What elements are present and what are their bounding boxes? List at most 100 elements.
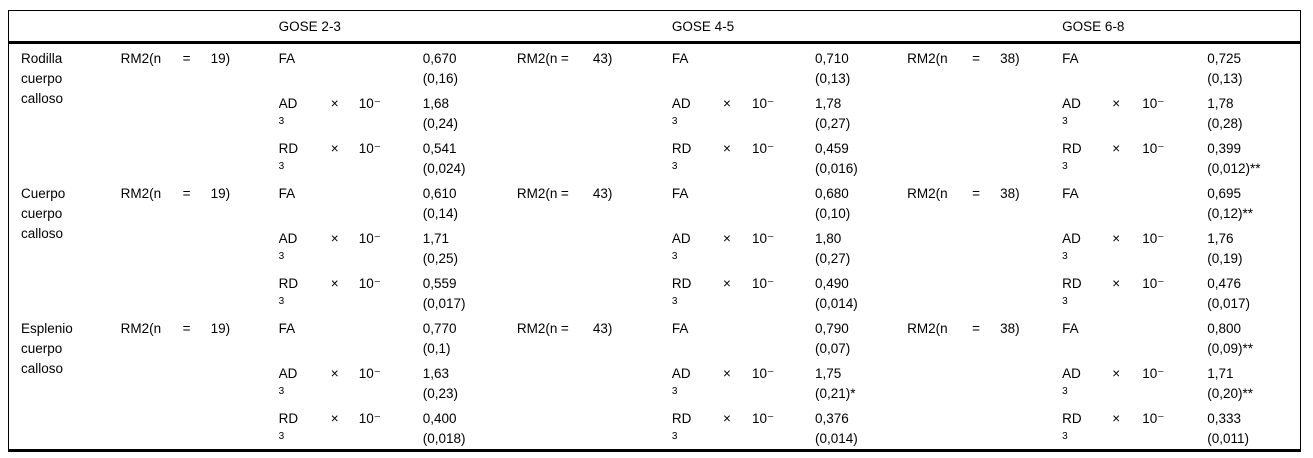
power-base-cell: 10⁻ <box>751 231 775 246</box>
value-cell: 1,63 (0,23) <box>423 359 517 404</box>
metric-name-cell: RD 3 <box>1062 404 1112 451</box>
metric-name-cell: AD 3 <box>672 359 723 404</box>
metric-name-cell: RD 3 <box>1062 269 1112 314</box>
power-base-cell <box>359 43 423 90</box>
metric-sd: (0,10) <box>815 206 851 221</box>
power-base-cell: 10⁻ <box>1142 141 1165 156</box>
metric-value: 1,78 <box>815 96 842 111</box>
metric-name-cell: RD 3 <box>279 404 331 451</box>
value-cell: 0,376 (0,014) <box>815 404 907 451</box>
value-cell: 0,490 (0,014) <box>815 269 907 314</box>
metric-sd: (0,09)** <box>1207 341 1254 356</box>
metric-name: RD <box>1062 411 1082 426</box>
metric-value: 0,790 <box>815 321 849 336</box>
metric-value: 0,400 <box>422 411 457 426</box>
metric-name-cell: AD 3 <box>279 224 331 269</box>
value-cell: 0,459 (0,016) <box>815 134 907 179</box>
power-exponent: 3 <box>278 386 285 397</box>
value-cell: 0,559 (0,017) <box>423 269 517 314</box>
metric-name: AD <box>278 96 298 111</box>
times-symbol-cell <box>1112 179 1142 224</box>
power-base-cell: 10⁻ <box>751 96 775 111</box>
rm-sequence-cell: RM2(n <box>120 321 162 336</box>
metric-sd: (0,23) <box>422 386 459 401</box>
metric-sd: (0,28) <box>1207 116 1243 131</box>
metric-sd: (0,24) <box>422 116 459 131</box>
equals-cell: = <box>972 321 981 336</box>
value-cell: 0,400 (0,018) <box>423 404 517 451</box>
metric-value: 0,376 <box>815 411 849 426</box>
metric-name-cell: FA <box>672 43 723 90</box>
power-base-cell: 10⁻ <box>358 276 381 291</box>
metric-sd: (0,017) <box>1207 296 1251 311</box>
metric-sd: (0,27) <box>815 116 851 131</box>
metric-name: AD <box>1062 366 1081 381</box>
times-symbol-cell: × <box>330 411 339 426</box>
metric-sd: (0,16) <box>422 71 459 86</box>
power-exponent: 3 <box>278 251 285 262</box>
times-symbol-cell: × <box>1112 96 1121 111</box>
metric-name-cell: FA <box>672 314 723 359</box>
metric-name: FA <box>671 321 689 336</box>
metric-value: 1,76 <box>1207 231 1234 246</box>
times-symbol-cell: × <box>722 96 731 111</box>
value-cell: 0,333 (0,011) <box>1207 404 1300 451</box>
power-base-cell <box>752 179 815 224</box>
region-cell: Rodilla cuerpo calloso <box>9 43 121 180</box>
n-count-cell: 38) <box>1000 51 1020 66</box>
power-exponent: 3 <box>278 161 285 172</box>
value-cell: 0,399 (0,012)** <box>1207 134 1300 179</box>
metric-name-cell: AD 3 <box>1062 224 1112 269</box>
region-label: Esplenio cuerpo calloso <box>21 321 73 376</box>
power-exponent: 3 <box>671 296 678 307</box>
metric-name: AD <box>278 366 298 381</box>
value-cell: 1,80 (0,27) <box>815 224 907 269</box>
power-base-cell <box>752 314 815 359</box>
value-cell: 1,71 (0,20)** <box>1207 359 1300 404</box>
times-symbol-cell: × <box>722 231 731 246</box>
metric-sd: (0,014) <box>815 431 858 446</box>
equals-cell: = <box>972 51 981 66</box>
region-label: Rodilla cuerpo calloso <box>21 51 64 106</box>
power-exponent: 3 <box>671 116 678 127</box>
metric-name-cell: FA <box>1062 179 1112 224</box>
metric-value: 0,559 <box>422 276 457 291</box>
power-base-cell: 10⁻ <box>358 366 381 381</box>
metric-value: 0,770 <box>422 321 457 336</box>
metric-name: AD <box>671 96 691 111</box>
metric-value: 1,78 <box>1207 96 1234 111</box>
value-cell: 0,790 (0,07) <box>815 314 907 359</box>
metric-value: 1,71 <box>1207 366 1234 381</box>
power-base-cell: 10⁻ <box>358 96 381 111</box>
times-symbol-cell <box>1112 314 1142 359</box>
metric-name-cell: AD 3 <box>672 89 723 134</box>
metric-name: AD <box>278 231 298 246</box>
times-symbol-cell: × <box>1112 276 1121 291</box>
col-header-gose-6-8: GOSE 6-8 <box>1062 18 1125 34</box>
metric-name-cell: AD 3 <box>672 224 723 269</box>
n-count-cell: 19) <box>210 186 231 201</box>
metric-sd: (0,024) <box>422 161 466 176</box>
times-symbol-cell: × <box>330 231 339 246</box>
metric-sd: (0,20)** <box>1207 386 1254 401</box>
metric-name: AD <box>671 366 691 381</box>
power-exponent: 3 <box>278 431 285 442</box>
value-cell: 1,78 (0,27) <box>815 89 907 134</box>
metric-value: 0,670 <box>422 51 457 66</box>
metric-row: RD 3 × 10⁻ 0,541 (0,024) RD 3 × 10⁻ 0,459 (0,016) RD… <box>9 134 1301 179</box>
metric-name: AD <box>1062 231 1081 246</box>
times-symbol-cell <box>723 179 752 224</box>
rm-sequence-cell: RM2(n <box>120 186 162 201</box>
metric-value: 0,399 <box>1207 141 1242 156</box>
times-symbol-cell: × <box>330 276 339 291</box>
rm-sequence-cell: RM2(n <box>516 321 558 336</box>
power-base-cell: 10⁻ <box>1142 411 1165 426</box>
times-symbol-cell: × <box>722 276 731 291</box>
equals-cell: = <box>560 321 569 336</box>
value-cell: 1,76 (0,19) <box>1207 224 1300 269</box>
metric-name: AD <box>1062 96 1081 111</box>
times-symbol-cell <box>723 314 752 359</box>
power-exponent: 3 <box>278 296 285 307</box>
metric-name: RD <box>1062 276 1082 291</box>
power-base-cell <box>1142 43 1207 90</box>
